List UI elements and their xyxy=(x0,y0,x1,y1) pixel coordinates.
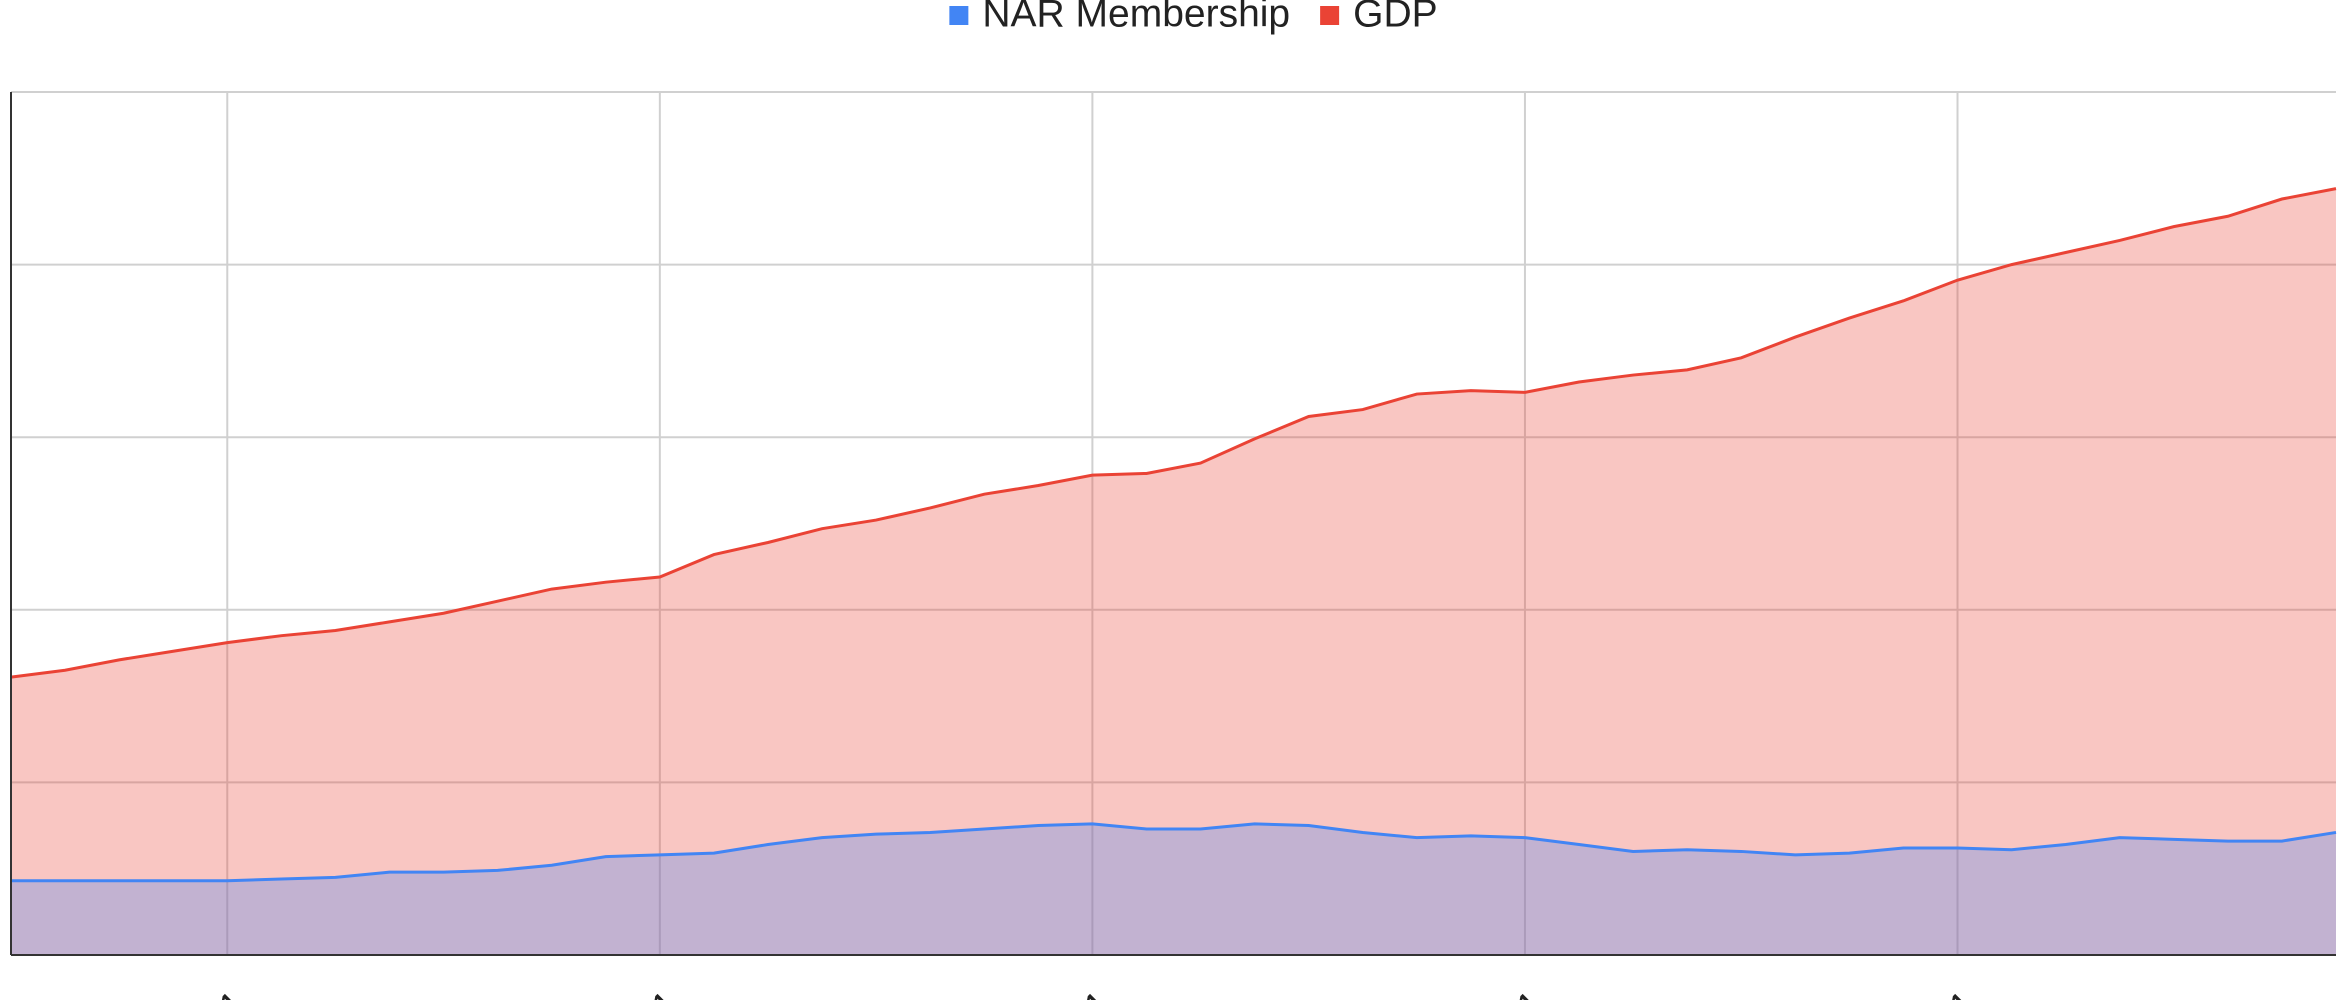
legend-label: GDP xyxy=(1353,0,1438,35)
line xyxy=(10,187,2337,679)
area xyxy=(11,823,2336,955)
x-tick-label: 01 xyxy=(628,983,689,1000)
legend-label: NAR Membership xyxy=(982,0,1290,35)
legend-swatch xyxy=(1320,6,1340,25)
line xyxy=(11,822,2337,883)
legend-swatch xyxy=(949,6,969,25)
x-tick-label: 01 xyxy=(1060,983,1121,1000)
x-tick-label: 01 xyxy=(1493,983,1554,1000)
x-tick-label: 01 xyxy=(1925,983,1986,1000)
x-tick-label: 01 xyxy=(195,983,256,1000)
area xyxy=(11,188,2336,955)
